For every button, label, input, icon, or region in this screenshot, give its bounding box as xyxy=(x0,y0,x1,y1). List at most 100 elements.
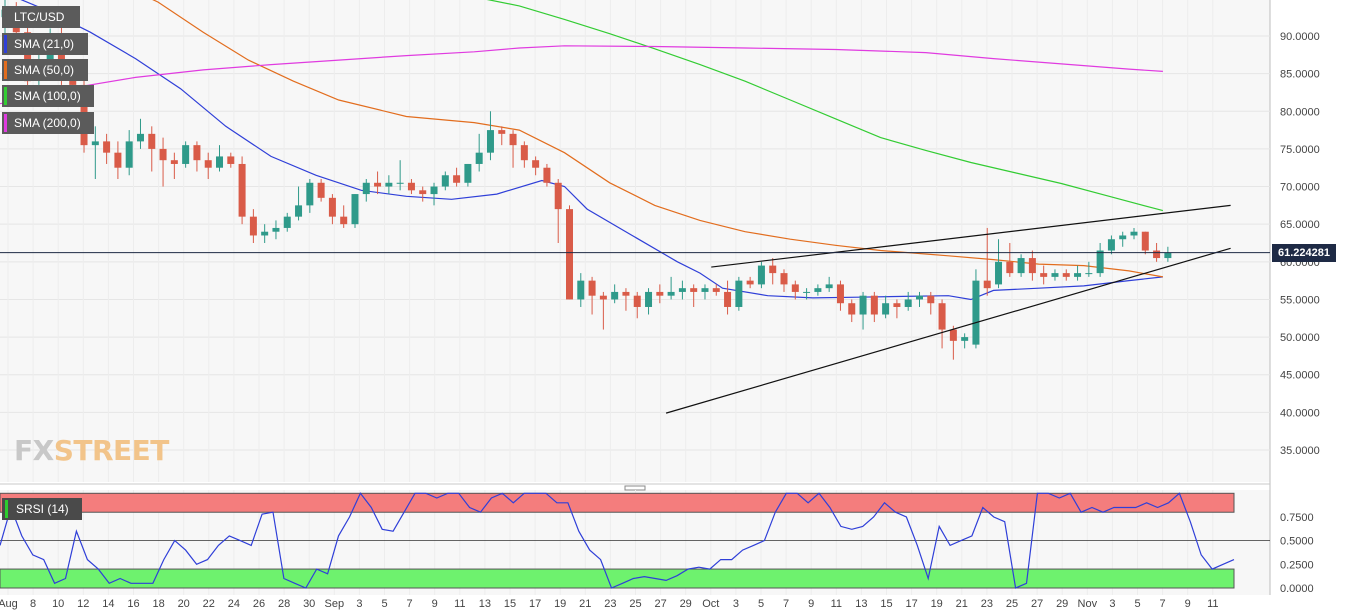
candle-body xyxy=(757,265,765,285)
x-tick-label: 22 xyxy=(203,598,215,610)
x-tick-label: 24 xyxy=(228,598,240,610)
candle-body xyxy=(114,152,122,168)
x-tick-label: 28 xyxy=(278,598,290,610)
osc-y-tick-label: 0.0000 xyxy=(1280,583,1314,595)
candle-body xyxy=(893,303,901,307)
x-tick-label: 7 xyxy=(783,598,789,610)
x-tick-label: 9 xyxy=(808,598,814,610)
candle-body xyxy=(1153,250,1161,259)
candle-body xyxy=(712,288,720,292)
x-tick-label: 23 xyxy=(604,598,616,610)
candle-body xyxy=(690,288,698,292)
candle-body xyxy=(836,284,844,304)
x-tick-label: 14 xyxy=(102,598,114,610)
candle-body xyxy=(1017,258,1025,274)
candle-body xyxy=(633,295,641,307)
candle-body xyxy=(1074,273,1082,277)
x-tick-label: 21 xyxy=(956,598,968,610)
sma-line-2 xyxy=(486,0,1164,212)
sma21-swatch xyxy=(4,35,7,53)
sma-line-1 xyxy=(152,0,1164,278)
y-tick-label: 35.0000 xyxy=(1280,445,1320,457)
candle-body xyxy=(532,160,540,168)
candle-body xyxy=(182,145,190,164)
x-tick-label: 17 xyxy=(529,598,541,610)
sma100-swatch xyxy=(4,87,7,105)
candle-body xyxy=(464,163,472,183)
candle-body xyxy=(588,280,596,296)
x-tick-label: 3 xyxy=(356,598,362,610)
y-tick-label: 70.0000 xyxy=(1280,182,1320,194)
x-tick-label: 19 xyxy=(931,598,943,610)
y-tick-label: 85.0000 xyxy=(1280,69,1320,81)
y-tick-label: 50.0000 xyxy=(1280,332,1320,344)
candle-body xyxy=(57,39,65,78)
candle-body xyxy=(272,227,280,232)
overbought-zone xyxy=(0,492,1235,513)
x-tick-label: 3 xyxy=(733,598,739,610)
legend-sma200[interactable]: SMA (200,0) xyxy=(2,112,94,134)
candle-body xyxy=(904,299,912,307)
trendline-0 xyxy=(711,204,1231,268)
legend-sma100-label: SMA (100,0) xyxy=(14,89,81,103)
candle-body xyxy=(227,156,235,164)
candle-body xyxy=(396,182,404,184)
x-tick-label: 25 xyxy=(629,598,641,610)
candle-body xyxy=(870,295,878,315)
candle-body xyxy=(125,141,133,168)
x-tick-label: 21 xyxy=(579,598,591,610)
candle-body xyxy=(803,291,811,293)
x-tick-label: Nov xyxy=(1078,598,1098,610)
x-tick-label: 3 xyxy=(1109,598,1115,610)
x-tick-label: 23 xyxy=(981,598,993,610)
x-tick-label: 11 xyxy=(831,598,842,610)
candle-body xyxy=(1164,252,1172,259)
legend-sma21[interactable]: SMA (21,0) xyxy=(2,33,88,55)
y-tick-label: 45.0000 xyxy=(1280,370,1320,382)
candle-body xyxy=(1051,273,1059,277)
x-tick-label: Sep xyxy=(325,598,345,610)
candle-body xyxy=(509,133,517,146)
candle-body xyxy=(791,284,799,292)
x-tick-label: 17 xyxy=(905,598,917,610)
candle-body xyxy=(475,152,483,164)
osc-y-tick-label: 0.5000 xyxy=(1280,536,1314,548)
candle-body xyxy=(735,280,743,307)
candle-body xyxy=(407,182,415,191)
legend-srsi[interactable]: SRSI (14) xyxy=(2,498,82,520)
legend-pair-label: LTC/USD xyxy=(14,10,65,24)
x-tick-label: 7 xyxy=(407,598,413,610)
logo-fx: FX xyxy=(14,434,54,467)
x-tick-label: 16 xyxy=(127,598,139,610)
candle-body xyxy=(1107,239,1115,251)
legend-sma100[interactable]: SMA (100,0) xyxy=(2,85,94,107)
x-tick-label: 15 xyxy=(880,598,892,610)
x-tick-label: 18 xyxy=(152,598,164,610)
candle-body xyxy=(543,167,551,183)
candle-body xyxy=(882,303,890,315)
candle-body xyxy=(306,182,314,206)
candle-body xyxy=(859,295,867,315)
legend-pair[interactable]: LTC/USD xyxy=(2,6,80,28)
y-tick-label: 55.0000 xyxy=(1280,294,1320,306)
candle-body xyxy=(769,265,777,274)
osc-y-tick-label: 0.2500 xyxy=(1280,559,1314,571)
legend-sma50[interactable]: SMA (50,0) xyxy=(2,59,88,81)
candle-body xyxy=(656,291,664,296)
trendline-1 xyxy=(665,247,1231,414)
candle-body xyxy=(170,160,178,164)
candle-body xyxy=(938,303,946,330)
x-tick-label: 25 xyxy=(1006,598,1018,610)
logo-street: STREET xyxy=(53,434,170,467)
candle-body xyxy=(1028,258,1036,274)
y-tick-label: 65.0000 xyxy=(1280,219,1320,231)
candle-body xyxy=(238,163,246,217)
candle-body xyxy=(351,194,359,225)
candle-body xyxy=(814,288,822,292)
x-tick-label: 15 xyxy=(504,598,516,610)
candle-body xyxy=(204,160,212,168)
candle-body xyxy=(91,141,99,146)
candle-body xyxy=(453,175,461,183)
candle-body xyxy=(193,145,201,161)
